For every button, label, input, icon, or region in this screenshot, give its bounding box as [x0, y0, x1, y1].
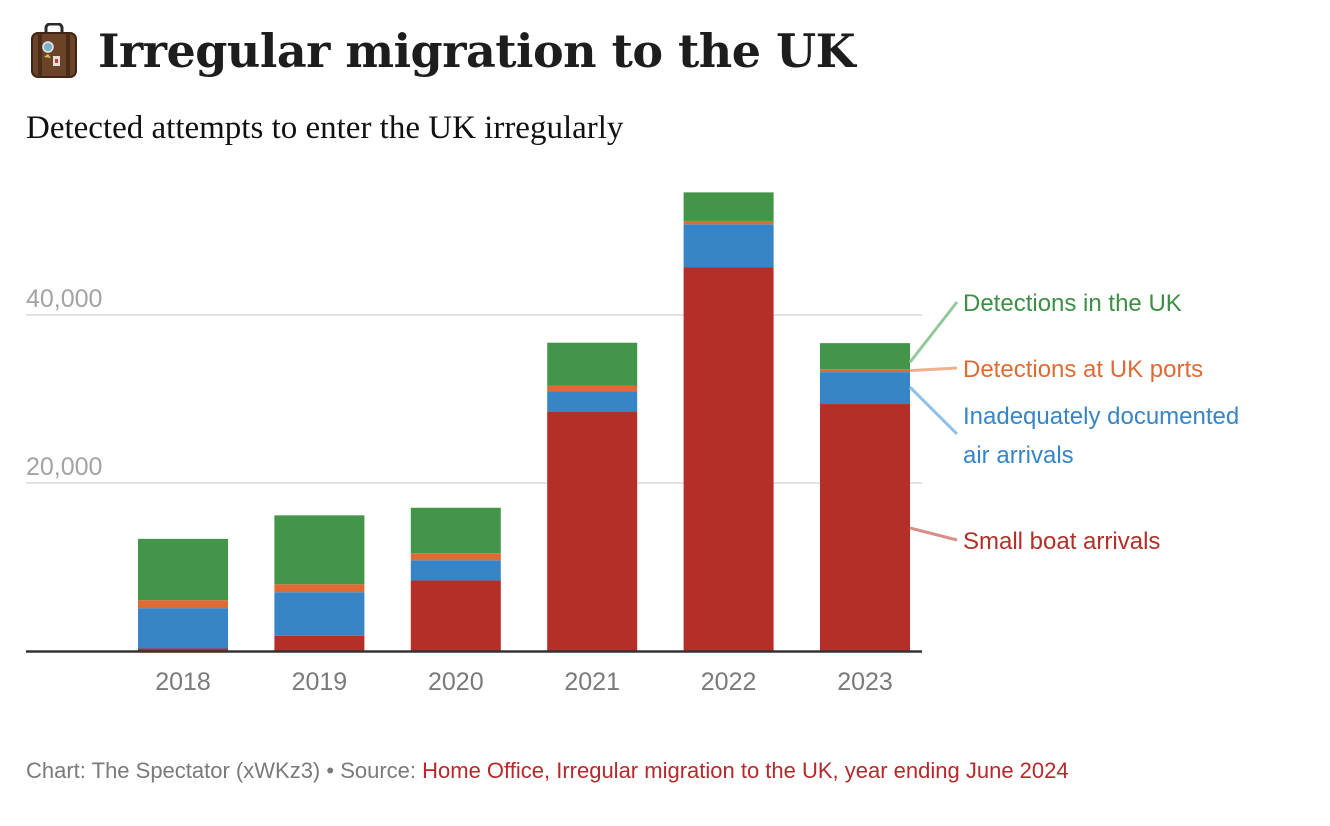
x-tick-label: 2021 — [564, 668, 620, 696]
gridlines: 20,000 40,000 — [26, 285, 922, 484]
legend-label: air arrivals — [963, 442, 1074, 469]
bar-segment — [683, 224, 774, 268]
x-tick-label: 2020 — [428, 668, 484, 696]
bar-segment — [410, 553, 501, 561]
bars — [138, 192, 910, 651]
bar-segment — [274, 515, 365, 585]
y-tick-label: 40,000 — [26, 285, 102, 313]
chart-title: Irregular migration to the UK — [98, 24, 856, 78]
bar-stack-2018 — [138, 538, 228, 651]
bar-segment — [274, 584, 365, 593]
bar-segment — [547, 391, 638, 412]
legend-leader-line — [908, 386, 959, 436]
bar-stack-2021 — [547, 342, 638, 651]
source-link[interactable]: Home Office, Irregular migration to the … — [422, 758, 1069, 783]
suitcase-icon — [31, 23, 77, 78]
y-tick-label: 20,000 — [26, 453, 102, 481]
legend-label: Inadequately documented — [963, 403, 1239, 430]
bar-stack-2022 — [683, 192, 774, 651]
bar-segment — [138, 600, 228, 609]
x-tick-label: 2022 — [701, 668, 757, 696]
bar-segment — [410, 507, 501, 554]
bar-segment — [820, 404, 910, 651]
chart-credit: Chart: The Spectator (xWKz3) — [26, 758, 321, 783]
bar-segment — [820, 372, 910, 405]
bar-segment — [274, 635, 365, 651]
source-label: Source: — [340, 758, 423, 783]
footer-separator: • — [320, 758, 341, 783]
bar-segment — [274, 592, 365, 636]
bar-segment — [547, 342, 638, 386]
legend-label: Detections at UK ports — [963, 356, 1203, 383]
bar-stack-2020 — [410, 507, 501, 651]
legend-label: Small boat arrivals — [963, 528, 1160, 555]
bar-segment — [547, 385, 638, 392]
bar-segment — [820, 369, 910, 373]
legend-label: Detections in the UK — [963, 290, 1182, 317]
legend-item: Detections at UK ports — [909, 356, 1203, 383]
chart-subtitle: Detected attempts to enter the UK irregu… — [26, 110, 624, 146]
chart-header: Irregular migration to the UK — [26, 18, 856, 84]
x-tick-label: 2019 — [292, 668, 348, 696]
chart-footer: Chart: The Spectator (xWKz3) • Source: H… — [26, 758, 1069, 784]
legend-leader-line — [909, 366, 958, 373]
legend-item: Small boat arrivals — [909, 526, 1160, 555]
bar-segment — [683, 220, 774, 225]
x-axis: 2018 2019 2020 2021 2022 2023 — [26, 650, 922, 696]
bar-segment — [683, 192, 774, 221]
bar-segment — [683, 267, 774, 651]
legend-leader-line — [908, 301, 959, 364]
bar-segment — [547, 411, 638, 651]
bar-segment — [820, 343, 910, 370]
bar-stack-2019 — [274, 515, 365, 651]
x-tick-label: 2023 — [837, 668, 893, 696]
bar-segment — [138, 608, 228, 649]
legend: Detections in the UK Detections at UK por… — [908, 290, 1239, 555]
legend-item: Detections in the UK — [908, 290, 1182, 364]
bar-stack-2023 — [820, 343, 910, 651]
legend-leader-line — [909, 526, 958, 542]
x-tick-label: 2018 — [155, 668, 211, 696]
bar-segment — [410, 580, 501, 651]
legend-item: Inadequately documented air arrivals — [908, 386, 1239, 469]
bar-segment — [138, 538, 228, 601]
bar-segment — [138, 648, 228, 651]
bar-segment — [410, 560, 501, 581]
